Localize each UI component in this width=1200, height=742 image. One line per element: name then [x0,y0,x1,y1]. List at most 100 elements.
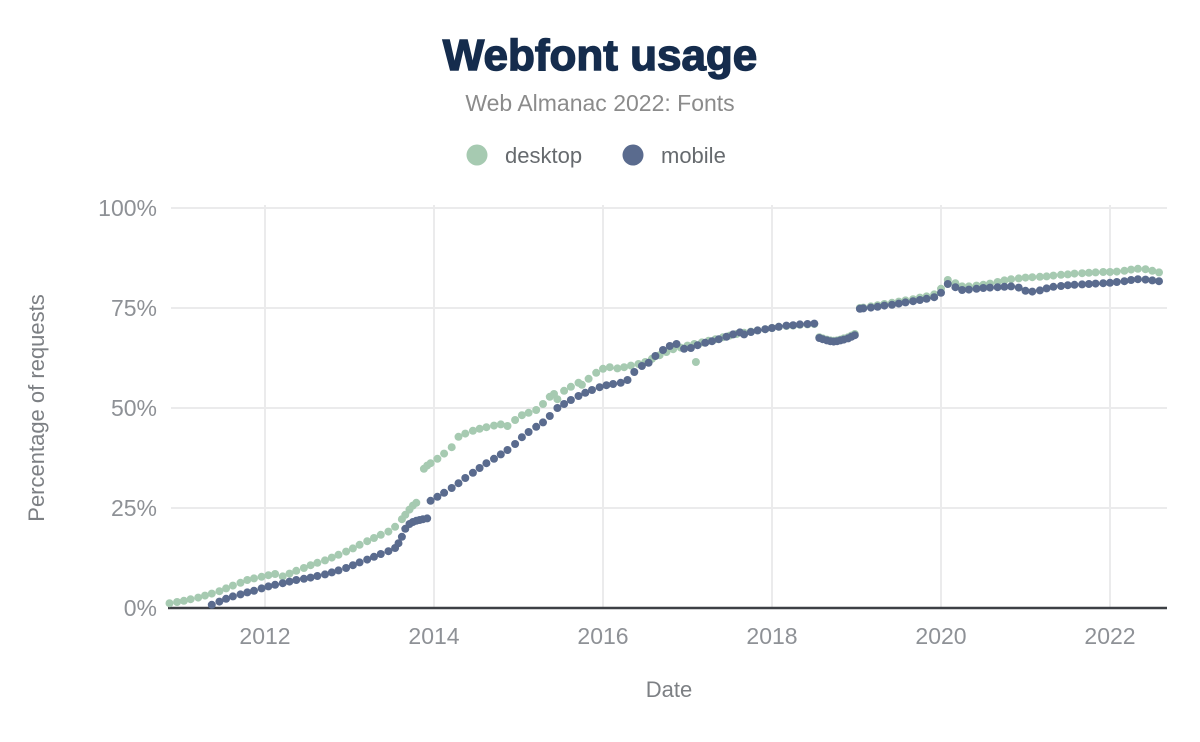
data-point [257,572,266,581]
data-point [768,324,776,332]
data-point [490,454,498,463]
data-point [426,459,435,468]
x-tick-label-2020: 2020 [915,623,966,649]
data-point [605,363,614,372]
data-point [1035,272,1044,281]
data-point [496,450,505,459]
gridlines [168,205,1167,610]
data-point [616,378,625,387]
data-point [179,596,188,605]
data-point [1099,268,1108,276]
data-point [1084,268,1093,277]
data-point [651,352,660,360]
data-point [461,474,470,482]
data-point [264,582,273,591]
data-point [1007,275,1016,284]
data-point [1063,281,1072,290]
data-point [1070,280,1079,289]
data-point [1112,267,1121,276]
data-point [363,537,372,546]
data-point [1021,286,1030,295]
data-point [659,346,667,354]
data-point [468,468,477,477]
data-point [1133,264,1142,273]
mobile-series-swatch [622,144,644,166]
data-point [930,293,939,302]
data-point [623,376,632,384]
data-point [1028,287,1037,296]
data-point [165,599,174,608]
data-point [222,584,231,593]
data-point [342,564,351,572]
data-point [278,572,287,581]
data-point [222,594,231,603]
data-point [795,320,804,329]
data-point [1155,268,1163,277]
data-point [397,532,406,541]
data-point [306,561,315,570]
data-point [1049,282,1058,291]
data-point [993,283,1002,292]
data-points [165,264,1163,609]
data-point [626,361,635,370]
data-point [348,561,357,570]
data-point [1127,265,1136,274]
data-point [194,593,203,602]
data-point [482,459,491,468]
data-point [592,368,601,377]
data-point [1120,277,1129,286]
data-point [215,597,224,606]
data-point [850,331,859,340]
data-point [691,358,700,366]
data-point [866,303,875,312]
data-point [447,484,456,492]
data-point [433,492,442,501]
data-point [637,362,646,370]
x-tick-label-2014: 2014 [408,623,459,649]
data-point [207,600,216,609]
data-point [539,418,547,427]
data-point [1007,282,1016,291]
data-point [577,380,586,389]
data-point [1106,278,1114,287]
data-point [680,344,689,353]
series-desktop [165,264,1163,608]
y-tick-label-75: 75% [111,295,157,321]
legend-item-mobile: mobile [622,143,726,168]
data-point [355,540,364,549]
legend-label-mobile: mobile [661,143,726,168]
data-point [394,539,403,548]
data-point [423,514,432,523]
data-point [503,422,512,430]
data-point [250,574,258,583]
data-point [803,320,812,328]
data-point [979,284,988,292]
data-point [880,301,889,310]
data-point [412,498,421,507]
data-point [271,570,280,578]
data-point [468,426,477,435]
data-point [228,581,237,590]
data-point [363,555,372,564]
chart-title: Webfont usage [443,31,758,80]
data-point [285,577,294,586]
data-point [278,579,287,588]
data-point [292,566,301,575]
data-point [937,288,945,297]
data-point [665,342,674,350]
y-tick-label-100: 100% [98,195,157,221]
x-tick-label-2016: 2016 [577,623,628,649]
data-point [482,423,491,432]
data-point [566,396,575,404]
data-point [1057,270,1065,279]
data-point [922,294,931,303]
data-point [1106,268,1114,276]
data-point [1021,273,1030,282]
data-point [602,381,611,390]
data-point [560,400,569,408]
data-point [943,280,952,288]
data-point [644,358,653,367]
data-point [313,558,322,567]
data-point [613,364,622,373]
data-point [173,598,182,606]
